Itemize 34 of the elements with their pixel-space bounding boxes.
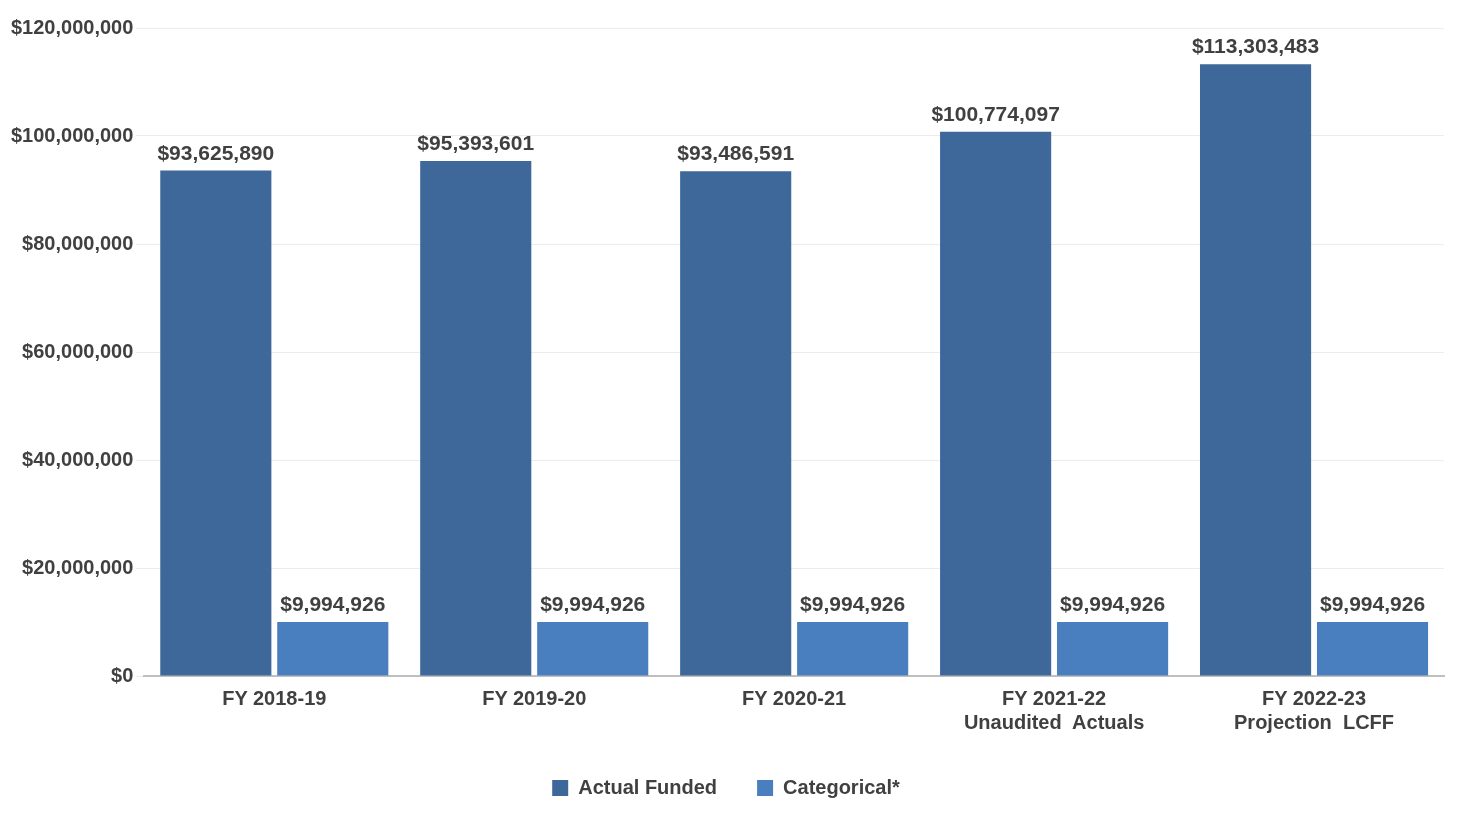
y-tick-label: $80,000,000 bbox=[22, 231, 134, 254]
y-tick-label: $100,000,000 bbox=[11, 123, 134, 146]
data-label: $95,393,601 bbox=[417, 131, 535, 155]
x-tick-label: FY 2021-22 Unaudited Actuals bbox=[963, 686, 1145, 733]
data-label: $113,303,483 bbox=[1191, 34, 1320, 58]
bar bbox=[537, 622, 649, 676]
legend-label: Actual Funded bbox=[578, 775, 718, 798]
y-tick-label: $60,000,000 bbox=[22, 339, 134, 362]
data-label: $9,994,926 bbox=[800, 592, 906, 616]
data-label: $9,994,926 bbox=[540, 592, 646, 616]
data-label: $93,486,591 bbox=[677, 141, 795, 165]
bar bbox=[1316, 622, 1429, 676]
data-label: $93,625,890 bbox=[157, 140, 275, 164]
x-tick-label: FY 2020-21 bbox=[742, 686, 847, 709]
bar bbox=[420, 160, 532, 676]
data-label: $100,774,097 bbox=[931, 102, 1060, 126]
bar bbox=[160, 170, 272, 676]
y-tick-label: $20,000,000 bbox=[22, 555, 134, 578]
y-tick-label: $120,000,000 bbox=[11, 15, 134, 38]
data-label: $9,994,926 bbox=[1060, 592, 1166, 616]
bar bbox=[277, 622, 389, 676]
bar bbox=[797, 622, 909, 676]
data-label: $9,994,926 bbox=[280, 592, 386, 616]
x-tick-label: FY 2022-23 Projection LCFF bbox=[1234, 686, 1395, 733]
bar bbox=[1057, 622, 1169, 676]
x-tick-label: FY 2018-19 bbox=[222, 686, 327, 709]
bar bbox=[680, 171, 792, 676]
x-tick-label: FY 2019-20 bbox=[482, 686, 587, 709]
y-tick-label: $0 bbox=[111, 663, 134, 686]
legend-label: Categorical* bbox=[783, 775, 901, 798]
bar bbox=[1199, 64, 1312, 676]
y-tick-label: $40,000,000 bbox=[22, 447, 134, 470]
data-label: $9,994,926 bbox=[1319, 592, 1426, 616]
bar bbox=[940, 131, 1052, 676]
